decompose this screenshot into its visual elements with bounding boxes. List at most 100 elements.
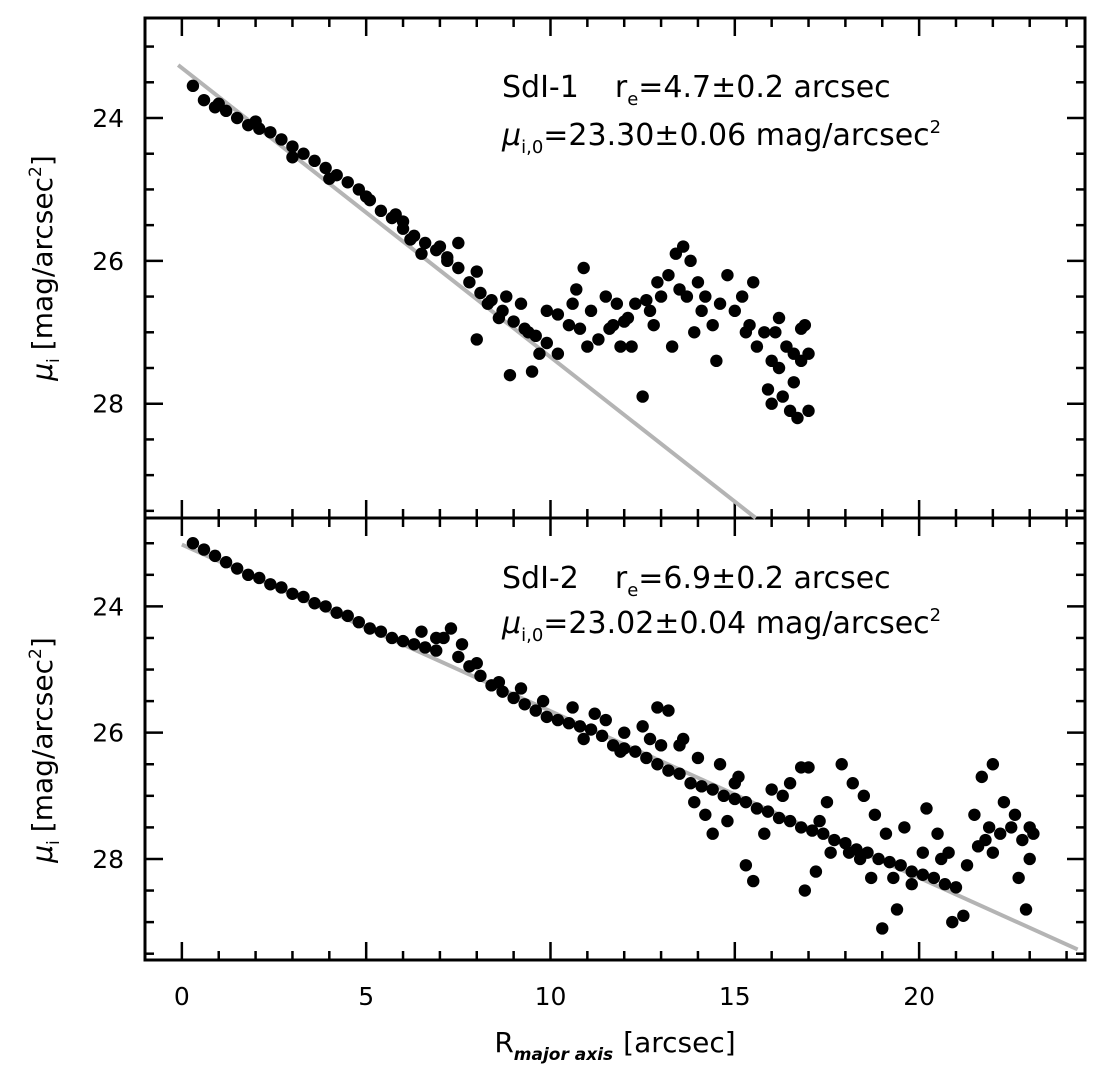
data-point xyxy=(665,340,679,353)
data-point xyxy=(761,383,775,396)
data-point xyxy=(230,562,244,575)
data-point xyxy=(599,713,612,727)
data-point xyxy=(1019,903,1033,916)
x-tick-label: 10 xyxy=(535,982,567,1011)
data-point xyxy=(721,814,734,828)
data-point xyxy=(341,609,354,623)
data-point xyxy=(496,685,509,698)
data-point xyxy=(872,852,885,866)
data-point xyxy=(629,745,642,758)
data-point xyxy=(592,333,605,346)
data-point xyxy=(540,710,554,724)
data-point xyxy=(286,151,299,164)
data-point xyxy=(455,638,469,651)
data-point xyxy=(949,881,963,894)
y-tick-label: 26 xyxy=(92,247,124,276)
data-point xyxy=(415,247,428,260)
data-point xyxy=(732,770,745,784)
data-point xyxy=(536,694,550,708)
data-point xyxy=(688,795,701,809)
data-point xyxy=(418,236,432,250)
data-point xyxy=(562,318,576,332)
data-point xyxy=(651,276,664,289)
data-point xyxy=(389,208,402,221)
data-point xyxy=(286,587,299,600)
top-annotation-name: SdI-1 xyxy=(502,70,579,105)
data-point xyxy=(573,322,587,335)
top-annotation-line1: SdI-1 re=4.7±0.2 arcsec xyxy=(502,70,891,110)
data-point xyxy=(264,126,277,139)
data-point xyxy=(688,326,701,339)
data-point xyxy=(935,852,948,866)
data-point xyxy=(507,315,520,328)
data-point xyxy=(787,347,800,360)
bottom-annotation-name: SdI-2 xyxy=(502,561,579,596)
data-point xyxy=(662,704,675,717)
data-point xyxy=(695,304,708,318)
y-tick-label: 26 xyxy=(92,719,124,748)
data-point xyxy=(404,233,417,246)
data-point xyxy=(407,638,421,651)
y-tick-label: 24 xyxy=(92,592,124,621)
x-tick-label: 5 xyxy=(358,982,374,1011)
data-point xyxy=(374,204,388,218)
data-point xyxy=(927,871,941,885)
data-point xyxy=(783,777,797,790)
data-point xyxy=(614,745,627,758)
data-point xyxy=(883,855,896,869)
data-point xyxy=(776,789,789,803)
top-fit-line-group xyxy=(176,63,757,520)
data-point xyxy=(864,871,878,885)
data-point xyxy=(747,874,760,888)
data-point xyxy=(713,297,727,310)
data-point xyxy=(905,865,918,878)
data-point xyxy=(747,276,760,289)
data-point xyxy=(750,802,764,815)
data-point xyxy=(441,254,454,268)
data-point xyxy=(680,290,694,303)
data-point xyxy=(374,625,388,638)
data-point xyxy=(986,846,1000,859)
bottom-annotation-line2: μi,0=23.02±0.04 mag/arcsec2 xyxy=(501,605,941,646)
data-point xyxy=(654,290,668,303)
data-point xyxy=(275,581,288,594)
data-point xyxy=(776,390,789,403)
data-point xyxy=(931,827,944,840)
data-point xyxy=(868,808,882,821)
data-point xyxy=(625,340,638,353)
data-point xyxy=(783,814,797,828)
data-point xyxy=(890,903,904,916)
data-point xyxy=(308,597,321,610)
data-point xyxy=(363,622,377,635)
data-point xyxy=(651,758,664,771)
data-point xyxy=(684,777,697,790)
data-point xyxy=(739,859,753,872)
data-point xyxy=(802,761,815,774)
fit-line xyxy=(176,63,757,520)
data-point xyxy=(824,846,837,859)
data-point xyxy=(474,286,487,300)
bottom-panel-points xyxy=(186,537,1040,935)
data-point xyxy=(765,397,778,410)
top-y-axis-title: μi[mag/arcsec2] xyxy=(26,155,64,382)
data-point xyxy=(525,365,539,378)
data-point xyxy=(769,326,782,339)
data-point xyxy=(791,411,804,425)
data-point xyxy=(986,758,1000,771)
data-point xyxy=(898,821,911,834)
data-point xyxy=(772,311,786,325)
data-point xyxy=(219,556,233,569)
data-point xyxy=(975,770,988,784)
data-point xyxy=(319,161,332,175)
top-ytick-labels: 24 26 28 xyxy=(92,104,124,419)
data-point xyxy=(197,543,211,556)
data-point xyxy=(581,340,594,353)
data-point xyxy=(197,93,211,107)
data-point xyxy=(643,304,657,318)
data-point xyxy=(839,836,852,850)
data-point xyxy=(540,336,554,350)
data-point xyxy=(319,600,332,613)
data-point xyxy=(286,140,299,153)
data-point xyxy=(618,315,631,328)
